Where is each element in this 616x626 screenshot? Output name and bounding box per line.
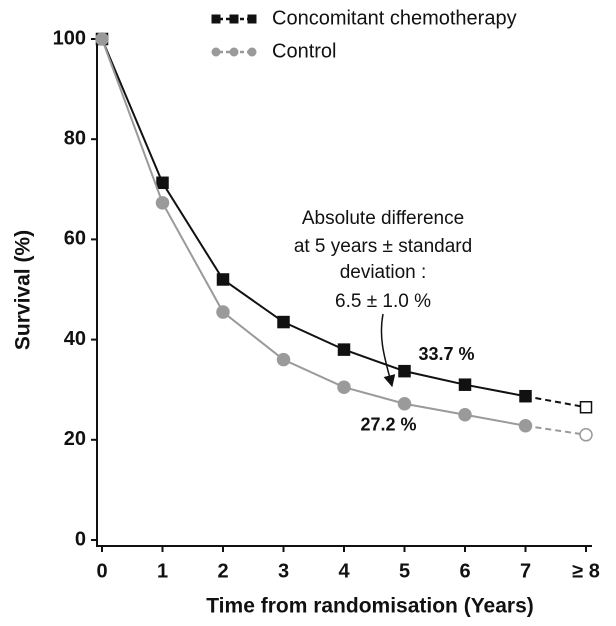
marker [579,428,593,442]
y-tick-label: 20 [64,428,86,450]
x-tick-label: 4 [338,560,350,582]
x-tick-label: 1 [157,560,168,582]
annotation: 6.5 ± 1.0 % [335,291,431,312]
annotation-arrow [380,313,396,388]
value-label: 27.2 % [360,414,416,434]
x-tick-label: 0 [96,560,107,582]
marker [519,389,532,403]
y-tick-label: 0 [75,528,86,550]
legend-marker [229,47,239,57]
x-tick-label: 5 [399,560,410,582]
marker [216,273,230,286]
x-tick-label: 3 [278,560,289,582]
marker [337,343,351,356]
marker [518,419,533,433]
legend-marker [247,47,257,57]
legend-marker [247,14,257,24]
marker [458,408,472,422]
marker [337,380,351,394]
legend-marker [229,14,239,24]
annotation: Absolute difference [302,208,464,229]
marker [458,378,472,391]
x-axis-title: Time from randomisation (Years) [206,595,534,618]
marker [216,305,230,319]
marker [156,176,169,190]
marker [155,196,170,210]
annotation: at 5 years ± standard [294,236,472,257]
marker [397,396,412,411]
marker [579,400,593,414]
x-tick-label: 2 [217,560,228,582]
value-label: 33.7 % [418,344,474,364]
y-tick-label: 100 [53,27,86,49]
legend-marker [211,47,221,57]
legend-marker [211,14,221,24]
y-axis-title: Survival (%) [12,230,35,350]
x-tick-label: ≥ 8 [572,560,600,582]
y-tick-label: 60 [64,228,86,250]
legend-label: Concomitant chemotherapy [272,7,517,29]
marker [398,364,411,378]
x-tick-label: 7 [520,560,531,582]
marker [277,315,290,329]
y-tick-label: 80 [64,127,86,149]
marker [276,352,291,367]
legend-label: Control [272,40,336,62]
marker [95,32,109,46]
x-tick-label: 6 [459,560,470,582]
annotation: deviation : [340,262,427,283]
y-tick-label: 40 [64,328,86,350]
